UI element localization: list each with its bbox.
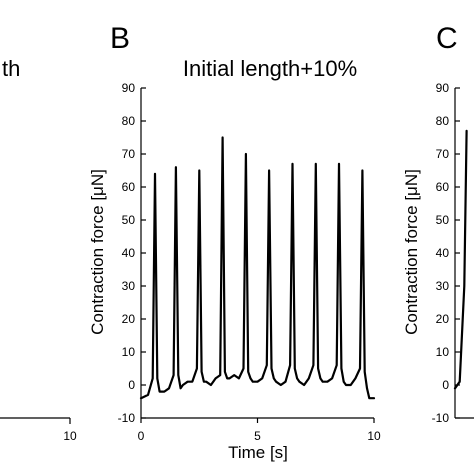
panel-b-x-tick-label: 10 [367, 429, 381, 443]
panel-c-letter: C [436, 22, 458, 55]
panel-b-y-tick-label: 30 [122, 279, 136, 293]
panel-b-y-tick-label: 0 [128, 378, 135, 392]
panel-c-y-tick-label: 50 [436, 213, 450, 227]
panel-c-y-tick-label: 60 [436, 180, 450, 194]
panel-b-y-tick-label: 90 [122, 81, 136, 95]
panel-b-x-tick-label: 0 [138, 429, 145, 443]
panel-b-chart: B Initial length+10% Contraction force [… [88, 22, 381, 462]
panel-b-force-trace [139, 136, 376, 400]
panel-c-y-tick-label: 20 [436, 312, 450, 326]
panel-b-y-tick-label: 20 [122, 312, 136, 326]
panel-b-y-axis-label: Contraction force [μN] [88, 169, 107, 335]
panel-a-x-tick-label: 10 [63, 429, 77, 443]
panel-a-title-fragment: th [2, 56, 20, 81]
panel-c-y-tick-label: 70 [436, 147, 450, 161]
panel-c-y-tick-label: 90 [436, 81, 450, 95]
panel-c-y-tick-label: -10 [432, 411, 450, 425]
panel-b-y-tick-label: 60 [122, 180, 136, 194]
panel-b-y-tick-label: 50 [122, 213, 136, 227]
panel-b-x-axis-label: Time [s] [228, 443, 288, 462]
panel-c-y-tick-label: 0 [442, 378, 449, 392]
panel-c-y-tick-label: 10 [436, 345, 450, 359]
panel-a-chart: th 10 [0, 56, 77, 443]
panel-b-y-tick-label: 70 [122, 147, 136, 161]
panel-b-y-tick-label: -10 [118, 411, 136, 425]
panel-c-y-tick-label: 40 [436, 246, 450, 260]
panel-c-y-tick-label: 30 [436, 279, 450, 293]
panel-b-y-tick-label: 40 [122, 246, 136, 260]
panel-c-y-tick-label: 80 [436, 114, 450, 128]
panel-c-y-axis-label: Contraction force [μN] [402, 169, 421, 335]
panel-b-title: Initial length+10% [183, 56, 357, 81]
panel-c-chart: C Contraction force [μN] -10 0 10 20 30 40 50 6… [402, 22, 474, 425]
panel-b-y-tick-label: 80 [122, 114, 136, 128]
panel-b-letter: B [110, 22, 130, 55]
panel-b-y-tick-label: 10 [122, 345, 136, 359]
panel-b-x-tick-label: 5 [254, 429, 261, 443]
panel-c-force-trace [453, 129, 468, 390]
